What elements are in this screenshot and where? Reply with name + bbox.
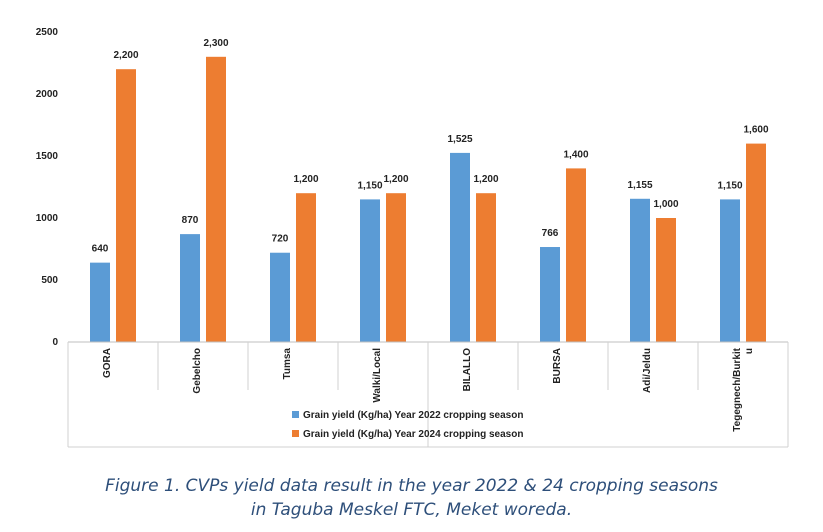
category-label: Tumsa [282, 348, 293, 380]
category-label: Tegegnech/Burkit [732, 347, 743, 431]
bar [566, 168, 586, 342]
y-axis: 0 500 1000 1500 2000 2500 [36, 27, 59, 348]
legend-swatch [292, 430, 299, 437]
legend-label: Grain yield (Kg/ha) Year 2024 cropping s… [303, 429, 523, 440]
bar [360, 199, 380, 342]
bar [630, 198, 650, 342]
bars [90, 56, 766, 343]
data-label: 1,150 [357, 180, 382, 191]
data-label: 766 [542, 228, 559, 239]
data-label: 1,600 [743, 125, 768, 136]
data-label: 1,400 [563, 149, 588, 160]
category-label: Walki/Local [372, 348, 383, 403]
bar [450, 152, 470, 342]
y-tick-label: 2000 [36, 89, 59, 100]
bar [720, 199, 740, 342]
x-axis: GORA Gebelcho Tumsa Walki/Local BILALLO BURSA… [67, 341, 789, 448]
category-label: GORA [102, 348, 113, 378]
bar [206, 56, 226, 343]
data-label: 870 [182, 215, 199, 226]
caption-line-1: Figure 1. CVPs yield data result in the … [105, 476, 718, 496]
data-label: 720 [272, 234, 289, 245]
bar [540, 247, 560, 342]
data-label: 2,300 [203, 38, 228, 49]
category-label: Adi/Jeldu [642, 348, 653, 393]
y-tick-label: 0 [52, 337, 58, 348]
category-label: BURSA [552, 348, 563, 384]
bar [116, 69, 136, 342]
data-label: 1,000 [653, 199, 678, 210]
bar [746, 143, 766, 342]
legend-swatch [292, 411, 299, 418]
bar [386, 193, 406, 342]
legend-label: Grain yield (Kg/ha) Year 2022 cropping s… [303, 410, 523, 421]
data-label: 1,200 [473, 174, 498, 185]
figure-caption: Figure 1. CVPs yield data result in the … [0, 474, 823, 522]
category-label: Gebelcho [192, 348, 203, 394]
y-tick-label: 2500 [36, 27, 59, 38]
legend: Grain yield (Kg/ha) Year 2022 cropping s… [292, 410, 523, 440]
data-label: 1,200 [293, 174, 318, 185]
bar-chart: 0 500 1000 1500 2000 2500 640 2,200 870 2,300 720… [36, 27, 789, 448]
bar [180, 234, 200, 342]
data-label: 1,525 [447, 134, 472, 145]
data-label: 1,200 [383, 174, 408, 185]
bar [90, 262, 110, 342]
y-tick-label: 500 [41, 275, 58, 286]
category-label: BILALLO [462, 348, 473, 392]
data-labels: 6402,2008702,3007201,2001,1501,2001,5251… [92, 38, 769, 255]
category-label: u [744, 348, 755, 354]
data-label: 1,155 [627, 180, 652, 191]
bar [656, 218, 676, 342]
bar [476, 193, 496, 342]
data-label: 1,150 [717, 180, 742, 191]
data-label: 2,200 [113, 50, 138, 61]
caption-line-2: in Taguba Meskel FTC, Meket woreda. [250, 500, 573, 520]
bar [270, 252, 290, 342]
bar [296, 193, 316, 342]
data-label: 640 [92, 244, 109, 255]
y-tick-label: 1500 [36, 151, 59, 162]
y-tick-label: 1000 [36, 213, 59, 224]
